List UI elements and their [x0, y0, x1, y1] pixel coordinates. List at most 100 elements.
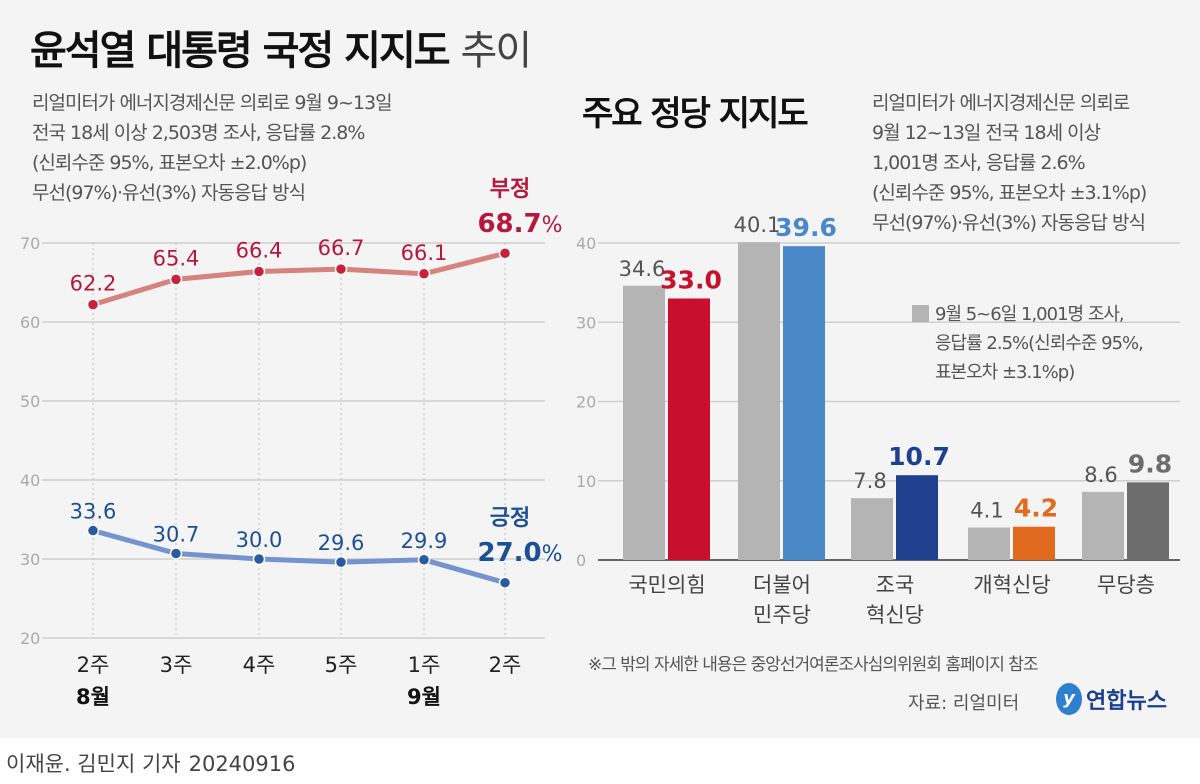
bar-label-previous: 4.1 — [970, 499, 1003, 523]
note-line: 9월 12~13일 전국 18세 이상 — [872, 122, 1101, 144]
x-tick-label: 2주 — [489, 653, 522, 677]
data-label: 65.4 — [153, 246, 200, 270]
line-chart-title: 윤석열 대통령 국정 지지도 추이 — [30, 18, 533, 76]
bar-chart-note: 리얼미터가 에너지경제신문 의뢰로 9월 12~13일 전국 18세 이상 1,… — [872, 88, 1147, 238]
category-label: 혁신당 — [866, 603, 924, 627]
data-label: 29.6 — [318, 531, 365, 555]
y-tick-label: 40 — [576, 234, 596, 253]
data-point — [86, 298, 100, 311]
note-line: 전국 18세 이상 2,503명 조사, 응답률 2.8% — [32, 122, 365, 144]
unit: % — [542, 542, 563, 567]
data-point — [252, 265, 266, 278]
y-tick-label: 0 — [576, 551, 586, 570]
logo-text: 연합뉴스 — [1086, 689, 1167, 714]
legend-line: 표본오차 ±3.1%p) — [935, 362, 1075, 383]
note-line: 1,001명 조사, 응답률 2.6% — [872, 152, 1086, 174]
bar-legend: 9월 5~6일 1,001명 조사, 응답률 2.5%(신뢰수준 95%, 표본… — [912, 300, 1144, 387]
y-tick-label: 60 — [20, 313, 40, 332]
category-label: 조국 — [876, 573, 915, 597]
byline-authors: 이재윤. 김민지 기자 — [6, 752, 181, 776]
bar-current — [1013, 526, 1055, 560]
legend-line: 9월 5~6일 1,001명 조사, — [935, 304, 1125, 325]
bar-current — [783, 246, 825, 561]
data-label: 66.1 — [401, 241, 448, 265]
bar-label-current: 33.0 — [660, 265, 722, 294]
bar-previous — [623, 285, 665, 560]
bar-label-previous: 40.1 — [734, 213, 781, 237]
footnote: ※그 밖의 자세한 내용은 중앙선거여론조사심의위원회 홈페이지 참조 — [588, 655, 1039, 675]
bar-previous — [851, 498, 893, 560]
bar-label-current: 4.2 — [1014, 494, 1058, 523]
y-tick-label: 30 — [576, 313, 596, 332]
data-label: 66.4 — [236, 238, 283, 262]
category-label: 더불어 — [753, 573, 811, 597]
bar-previous — [1082, 491, 1124, 560]
y-tick-label: 40 — [20, 471, 40, 490]
category-label: 국민의힘 — [628, 573, 705, 597]
month-label: 9월 — [407, 685, 441, 709]
data-label: 29.9 — [401, 529, 448, 553]
source-label: 자료: 리얼미터 — [908, 693, 1020, 714]
bar-previous — [738, 242, 780, 560]
data-point — [498, 247, 512, 260]
data-point — [252, 552, 266, 566]
x-tick-label: 1주 — [408, 653, 441, 677]
x-tick-label: 2주 — [77, 653, 110, 677]
data-point — [334, 262, 348, 276]
y-tick-label: 20 — [20, 629, 40, 648]
y-tick-label: 20 — [576, 393, 596, 412]
bar-label-previous: 34.6 — [619, 257, 666, 281]
unit: % — [542, 213, 563, 238]
series-name-label: 부정 — [490, 177, 530, 202]
category-label: 민주당 — [753, 603, 811, 627]
data-label: 30.7 — [153, 522, 200, 546]
data-label: 66.7 — [318, 236, 365, 260]
series-line-positive — [92, 528, 506, 586]
series-name-label: 긍정 — [490, 506, 530, 531]
logo-icon: y — [1056, 683, 1082, 715]
bar-chart-title: 주요 정당 지지도 — [582, 94, 809, 134]
note-line: 리얼미터가 에너지경제신문 의뢰로 — [872, 92, 1130, 114]
bar-label-previous: 7.8 — [853, 469, 886, 493]
data-point — [169, 547, 183, 560]
bar-current — [896, 475, 938, 560]
y-tick-label: 30 — [20, 550, 40, 569]
bar-current — [668, 298, 710, 560]
y-tick-label: 50 — [20, 392, 40, 411]
note-line: 무선(97%)·유선(3%) 자동응답 방식 — [872, 212, 1146, 234]
final-value-label: 68.7% — [477, 209, 562, 239]
title-bold: 윤석열 대통령 국정 지지도 — [30, 28, 451, 74]
series-line-negative — [92, 250, 506, 308]
bar-previous — [968, 527, 1010, 560]
note-line: (신뢰수준 95%, 표본오차 ±2.0%p) — [32, 152, 307, 174]
yonhap-logo: y 연합뉴스 — [1056, 683, 1167, 715]
category-label: 무당층 — [1097, 573, 1155, 597]
infographic-panel — [0, 0, 1200, 738]
month-label: 8월 — [76, 685, 110, 709]
data-label: 33.6 — [70, 500, 117, 524]
final-value-label: 27.0% — [477, 538, 562, 568]
y-tick-label: 10 — [576, 472, 596, 491]
x-tick-label: 4주 — [243, 653, 276, 677]
data-point — [86, 524, 100, 537]
bar-label-previous: 8.6 — [1084, 463, 1117, 487]
note-line: 무선(97%)·유선(3%) 자동응답 방식 — [32, 182, 306, 204]
bar-label-current: 9.8 — [1128, 449, 1172, 478]
data-point — [417, 553, 431, 567]
bar-current — [1127, 482, 1169, 560]
data-point — [334, 555, 348, 569]
title-light: 추이 — [460, 28, 533, 74]
bar-label-current: 39.6 — [775, 213, 837, 242]
byline-date: 20240916 — [188, 752, 296, 776]
byline: 이재윤. 김민지 기자 20240916 — [6, 748, 295, 778]
legend-swatch-grey — [912, 305, 929, 322]
data-point — [417, 267, 431, 281]
line-chart-note: 리얼미터가 에너지경제신문 의뢰로 9월 9~13일 전국 18세 이상 2,5… — [32, 88, 393, 208]
data-label: 62.2 — [70, 272, 117, 296]
x-tick-label: 5주 — [325, 653, 358, 677]
category-label: 개혁신당 — [973, 573, 1050, 597]
data-point — [169, 273, 183, 286]
x-tick-label: 3주 — [160, 653, 193, 677]
note-line: (신뢰수준 95%, 표본오차 ±3.1%p) — [872, 182, 1147, 204]
